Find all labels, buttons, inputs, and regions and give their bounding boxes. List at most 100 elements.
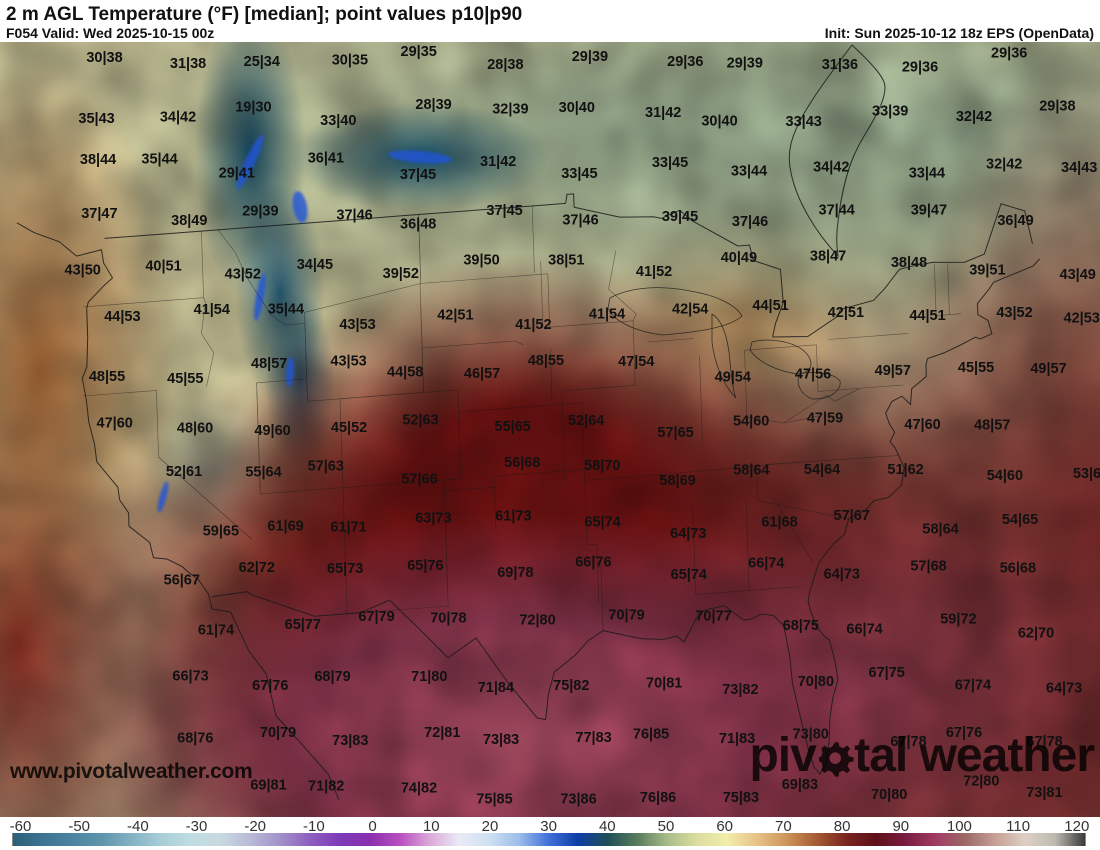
svg-text:39|51: 39|51 [969,263,1005,279]
svg-text:62|70: 62|70 [1018,625,1054,641]
svg-text:39|45: 39|45 [662,209,698,225]
svg-text:54|65: 54|65 [1002,512,1038,528]
svg-text:39|50: 39|50 [463,252,499,268]
svg-text:42|54: 42|54 [672,302,708,318]
svg-text:71|84: 71|84 [478,680,514,696]
svg-text:33|45: 33|45 [561,166,597,182]
svg-text:49|60: 49|60 [254,423,290,439]
svg-text:48|57: 48|57 [974,417,1010,433]
svg-text:32|39: 32|39 [492,102,528,118]
svg-text:41|54: 41|54 [589,306,625,322]
svg-text:41|54: 41|54 [194,302,230,318]
svg-text:35|44: 35|44 [141,151,177,167]
svg-text:75|82: 75|82 [553,678,589,694]
svg-text:36|41: 36|41 [308,151,344,167]
svg-text:55|64: 55|64 [245,465,281,481]
svg-text:45|55: 45|55 [167,371,203,387]
svg-text:34|43: 34|43 [1061,160,1097,176]
svg-text:29|36: 29|36 [991,45,1027,61]
svg-text:64|73: 64|73 [1046,680,1082,696]
svg-text:41|52: 41|52 [515,317,551,333]
svg-text:57|68: 57|68 [910,558,946,574]
svg-text:40|49: 40|49 [721,250,757,266]
svg-text:44|51: 44|51 [752,298,788,314]
svg-text:38|44: 38|44 [80,152,116,168]
svg-text:63|73: 63|73 [415,510,451,526]
svg-text:72|80: 72|80 [519,613,555,629]
svg-text:61|74: 61|74 [198,622,234,638]
svg-text:37|46: 37|46 [336,208,372,224]
svg-text:33|45: 33|45 [652,155,688,171]
svg-text:57|67: 57|67 [834,508,870,524]
svg-text:38|49: 38|49 [171,213,207,229]
svg-text:30|38: 30|38 [86,50,122,66]
svg-text:67|74: 67|74 [955,677,991,693]
svg-text:37|44: 37|44 [819,203,855,219]
svg-text:44|51: 44|51 [909,308,945,324]
svg-text:52|61: 52|61 [166,464,202,480]
svg-text:59|72: 59|72 [940,612,976,628]
svg-text:38|47: 38|47 [810,249,846,265]
svg-text:34|42: 34|42 [813,160,849,176]
svg-text:29|35: 29|35 [401,44,437,60]
svg-text:52|63: 52|63 [402,413,438,429]
svg-text:34|42: 34|42 [160,110,196,126]
svg-text:74|82: 74|82 [401,781,437,797]
svg-text:36|48: 36|48 [400,217,436,233]
svg-text:32|42: 32|42 [986,157,1022,173]
svg-text:48|57: 48|57 [251,356,287,372]
svg-text:29|36: 29|36 [902,60,938,76]
svg-text:30|40: 30|40 [559,100,595,116]
svg-text:31|42: 31|42 [645,105,681,121]
svg-text:62|72: 62|72 [239,560,275,576]
svg-text:28|39: 28|39 [415,97,451,113]
svg-text:29|39: 29|39 [572,49,608,65]
svg-text:49|57: 49|57 [1030,361,1066,377]
svg-text:29|41: 29|41 [219,166,255,182]
svg-text:66|73: 66|73 [172,668,208,684]
svg-text:58|64: 58|64 [733,463,769,479]
svg-text:37|47: 37|47 [81,206,117,222]
svg-text:35|43: 35|43 [78,111,114,127]
svg-text:33|44: 33|44 [909,165,945,181]
svg-text:68|75: 68|75 [783,618,819,634]
svg-text:58|69: 58|69 [659,473,695,489]
svg-text:56|67: 56|67 [164,573,200,589]
svg-text:38|48: 38|48 [891,255,927,271]
svg-text:61|73: 61|73 [495,509,531,525]
svg-text:70|78: 70|78 [430,610,466,626]
svg-text:75|85: 75|85 [476,792,512,808]
svg-text:48|55: 48|55 [89,369,125,385]
svg-text:31|36: 31|36 [822,57,858,73]
svg-text:36|49: 36|49 [997,213,1033,229]
svg-text:41|52: 41|52 [636,264,672,280]
svg-text:73|86: 73|86 [560,792,596,808]
svg-text:71|82: 71|82 [308,778,344,794]
svg-text:29|39: 29|39 [727,55,763,71]
svg-text:47|59: 47|59 [807,411,843,427]
svg-text:66|76: 66|76 [575,554,611,570]
svg-text:51|62: 51|62 [887,462,923,478]
svg-text:30|40: 30|40 [701,113,737,129]
svg-text:35|44: 35|44 [268,302,304,318]
svg-text:65|76: 65|76 [407,558,443,574]
svg-text:57|66: 57|66 [401,471,437,487]
svg-text:67|76: 67|76 [252,678,288,694]
svg-text:44|58: 44|58 [387,365,423,381]
svg-text:54|64: 54|64 [804,462,840,478]
svg-text:67|79: 67|79 [358,609,394,625]
svg-text:30|35: 30|35 [332,52,368,68]
svg-text:33|39: 33|39 [872,104,908,120]
svg-text:39|47: 39|47 [911,203,947,219]
svg-text:53|61: 53|61 [1073,466,1100,482]
svg-text:43|53: 43|53 [339,317,375,333]
svg-text:65|77: 65|77 [285,617,321,633]
svg-text:29|39: 29|39 [242,204,278,220]
svg-text:47|60: 47|60 [904,417,940,433]
svg-text:68|79: 68|79 [314,669,350,685]
svg-text:47|60: 47|60 [97,416,133,432]
svg-text:65|74: 65|74 [584,515,620,531]
svg-text:42|51: 42|51 [437,308,473,324]
svg-text:43|52: 43|52 [996,305,1032,321]
svg-text:34|45: 34|45 [297,257,333,273]
